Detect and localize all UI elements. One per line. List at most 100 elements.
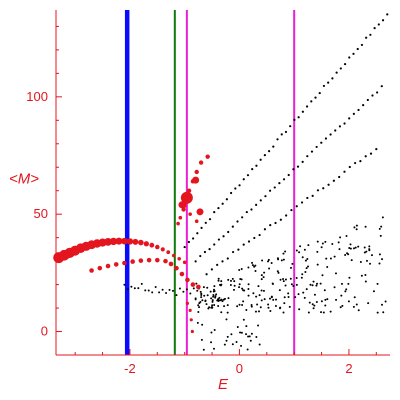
black-point — [257, 285, 260, 288]
black-point — [260, 299, 263, 302]
black-point — [233, 280, 236, 283]
black-point — [307, 244, 310, 247]
black-point — [213, 285, 216, 288]
black-point — [376, 311, 379, 314]
black-point — [240, 278, 243, 281]
black-point — [260, 278, 263, 281]
black-point — [365, 250, 368, 253]
black-point — [200, 293, 203, 296]
black-point — [334, 272, 337, 275]
black-point — [373, 27, 376, 30]
black-point — [238, 303, 241, 306]
black-point — [154, 285, 157, 288]
black-point — [264, 195, 267, 198]
y-tick-label: 50 — [34, 206, 48, 221]
black-point — [298, 251, 301, 254]
black-point — [255, 336, 258, 339]
black-point — [353, 296, 356, 299]
black-point — [226, 257, 229, 260]
black-point — [353, 226, 356, 229]
black-point — [210, 306, 213, 309]
black-point — [123, 283, 126, 286]
black-point — [378, 253, 381, 256]
black-point — [306, 257, 309, 260]
black-point — [168, 288, 171, 291]
black-point — [226, 311, 229, 314]
black-point — [221, 202, 224, 205]
black-point — [130, 285, 133, 288]
black-point — [260, 289, 263, 292]
red-point-mid-branch — [176, 221, 180, 226]
black-point — [297, 293, 300, 296]
black-point — [295, 205, 298, 208]
black-point — [365, 259, 368, 262]
black-point — [247, 288, 250, 291]
black-point — [357, 108, 360, 112]
black-point — [291, 262, 294, 265]
black-point — [259, 158, 262, 161]
black-point — [345, 235, 348, 238]
black-point — [211, 300, 214, 303]
black-point — [263, 228, 267, 231]
black-point — [226, 304, 229, 307]
red-point-lower-arc — [113, 262, 119, 267]
black-point — [267, 260, 270, 263]
black-point — [322, 311, 325, 314]
black-point — [333, 255, 336, 258]
black-point — [196, 289, 199, 292]
black-point — [256, 303, 259, 306]
black-point — [277, 271, 280, 274]
black-point — [354, 246, 357, 249]
black-point — [320, 246, 323, 249]
black-point — [248, 335, 251, 338]
red-point-mid-branch — [194, 219, 199, 224]
black-point — [348, 165, 351, 169]
black-point — [295, 283, 298, 286]
black-point — [322, 187, 325, 190]
black-point — [212, 293, 215, 296]
black-point — [233, 284, 236, 287]
tick-marks — [56, 25, 377, 355]
black-point — [171, 289, 174, 292]
black-point — [376, 282, 379, 285]
black-point — [246, 348, 249, 351]
black-point — [296, 165, 300, 168]
black-point — [274, 221, 277, 225]
black-point — [293, 118, 296, 122]
black-point — [249, 339, 252, 342]
black-point — [367, 302, 370, 305]
black-point — [178, 287, 181, 290]
red-point-upper-arc — [138, 239, 144, 246]
black-point — [276, 257, 279, 260]
black-point — [225, 198, 228, 201]
black-point — [231, 225, 234, 228]
red-point-upper-arc — [177, 256, 181, 261]
black-point — [255, 203, 258, 206]
black-point — [314, 96, 317, 99]
black-point — [349, 247, 352, 250]
black-point — [199, 290, 202, 293]
black-point — [273, 186, 276, 189]
black-point — [227, 230, 230, 234]
black-point — [320, 311, 323, 314]
red-point-upper-arc — [104, 237, 112, 246]
black-point — [280, 133, 283, 136]
red-point-lower-arc — [146, 257, 152, 263]
black-point — [287, 173, 290, 177]
black-point — [262, 276, 265, 279]
black-point — [220, 311, 223, 314]
red-point-upper-branch — [194, 169, 199, 175]
black-point — [237, 248, 240, 251]
black-point — [347, 282, 350, 285]
black-point — [263, 154, 266, 157]
black-point — [232, 288, 235, 291]
black-point — [282, 178, 286, 181]
black-point — [212, 288, 215, 291]
black-point — [327, 183, 330, 186]
black-point — [355, 228, 358, 231]
black-point — [267, 306, 270, 309]
black-point — [270, 296, 273, 299]
black-point — [329, 257, 332, 260]
black-point — [292, 284, 295, 287]
